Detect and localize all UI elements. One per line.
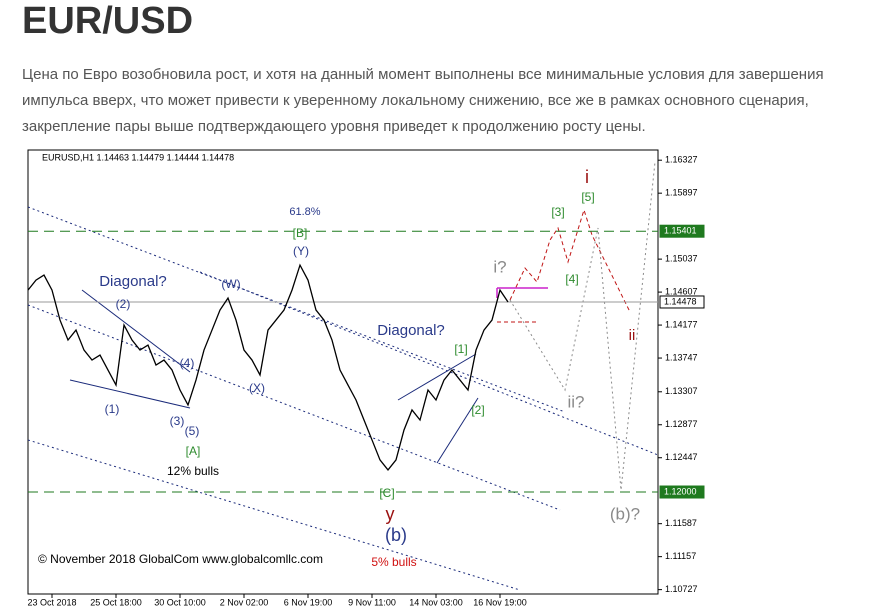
- y-tick-label: 1.14607: [665, 286, 698, 296]
- forecast-gray: [509, 161, 656, 491]
- x-tick-label: 14 Nov 03:00: [409, 597, 463, 607]
- wave-label: (Y): [293, 244, 309, 258]
- wave-label: ii: [629, 327, 636, 344]
- price-line: [27, 263, 509, 471]
- x-tick-label: 16 Nov 19:00: [473, 597, 527, 607]
- wave-label: (1): [105, 402, 120, 416]
- y-tick-label: 1.15037: [665, 253, 698, 263]
- wave-label: 5% bulls: [371, 555, 416, 569]
- y-tick-label: 1.10727: [665, 584, 698, 594]
- target-lines: [496, 287, 548, 298]
- x-tick-label: 23 Oct 2018: [27, 597, 76, 607]
- channel-lines: [27, 206, 659, 591]
- y-tick-label: 1.12877: [665, 419, 698, 429]
- level-box: [659, 295, 705, 309]
- wave-label: (X): [249, 381, 265, 395]
- wave-label: Diagonal?: [377, 322, 445, 339]
- wave-label: 12% bulls: [167, 464, 219, 478]
- x-tick-label: 6 Nov 19:00: [284, 597, 333, 607]
- y-tick-label: 1.15897: [665, 188, 698, 198]
- diagonal-lines: [69, 289, 479, 464]
- y-tick-label: 1.16327: [665, 155, 698, 165]
- wave-label: ii?: [567, 392, 584, 411]
- wave-label: (3): [170, 414, 185, 428]
- y-tick-label: 1.11587: [665, 518, 697, 528]
- x-tick-label: 2 Nov 02:00: [220, 597, 269, 607]
- level-label: 1.15401: [664, 226, 697, 236]
- forecast-red: [497, 208, 631, 323]
- y-tick-label: 1.12447: [665, 452, 698, 462]
- y-tick-label: 1.11157: [665, 551, 696, 561]
- wave-label: [B]: [293, 226, 308, 240]
- x-tick-label: 9 Nov 11:00: [348, 597, 396, 607]
- wave-label: [A]: [186, 444, 201, 458]
- description: Цена по Евро возобновила рост, и хотя на…: [22, 66, 824, 135]
- level-label: 1.14478: [664, 296, 697, 306]
- wave-label: [4]: [565, 272, 578, 286]
- y-tick-label: 1.13747: [665, 352, 698, 362]
- wave-label: (4): [180, 356, 195, 370]
- wave-label: (5): [185, 424, 200, 438]
- wave-label: Diagonal?: [99, 273, 167, 290]
- x-tick-label: 25 Oct 18:00: [90, 597, 142, 607]
- x-tick-label: 30 Oct 10:00: [154, 597, 206, 607]
- wave-label: i?: [493, 257, 506, 276]
- wave-label: [C]: [379, 486, 394, 500]
- wave-label: i: [585, 167, 589, 187]
- level-box: [659, 224, 705, 238]
- wave-label: [1]: [454, 342, 467, 356]
- wave-label: 61.8%: [289, 206, 320, 218]
- wave-label: y: [386, 504, 395, 524]
- y-tick-label: 1.14177: [665, 319, 698, 329]
- wave-label: (2): [116, 297, 131, 311]
- wave-label: (b): [385, 525, 407, 545]
- wave-label: [2]: [471, 403, 484, 417]
- wave-label: © November 2018 GlobalCom www.globalcoml…: [38, 552, 323, 566]
- page-title: EUR/USD: [22, 0, 194, 42]
- wave-label: [5]: [581, 190, 594, 204]
- wave-label: (b)?: [610, 504, 640, 523]
- wave-label: [3]: [551, 205, 564, 219]
- level-label: 1.12000: [664, 486, 697, 496]
- level-box: [659, 485, 705, 499]
- y-tick-label: 1.13307: [665, 386, 698, 396]
- plot-frame: [27, 149, 659, 595]
- wave-label: (W): [221, 277, 240, 291]
- chart-title: EURUSD,H1 1.14463 1.14479 1.14444 1.1447…: [42, 152, 234, 162]
